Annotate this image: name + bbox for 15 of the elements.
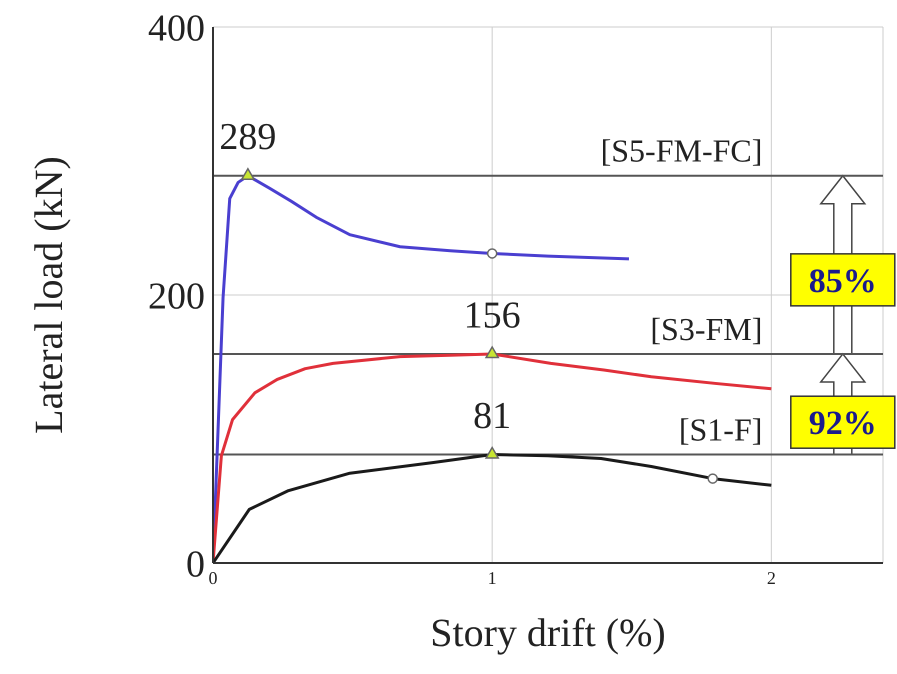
x-tick-label: 0 — [208, 568, 218, 588]
y-tick-label: 400 — [148, 7, 205, 50]
y-tick-label: 200 — [148, 275, 205, 318]
x-axis-title: Story drift (%) — [430, 610, 666, 655]
x-tick-label: 1 — [488, 568, 497, 588]
ref-line-label: [S5-FM-FC] — [600, 132, 762, 169]
annotation: 92% — [808, 405, 877, 442]
ref-line-label: [S3-FM] — [650, 310, 762, 347]
annotation: 85% — [808, 262, 877, 300]
y-axis-title: Lateral load (kN) — [26, 156, 72, 434]
data-label: 81 — [473, 394, 512, 437]
data-label: 156 — [464, 294, 521, 336]
data-label: 289 — [219, 116, 276, 158]
x-tick-label: 2 — [766, 568, 776, 588]
ref-line-label: [S1-F] — [678, 411, 762, 448]
